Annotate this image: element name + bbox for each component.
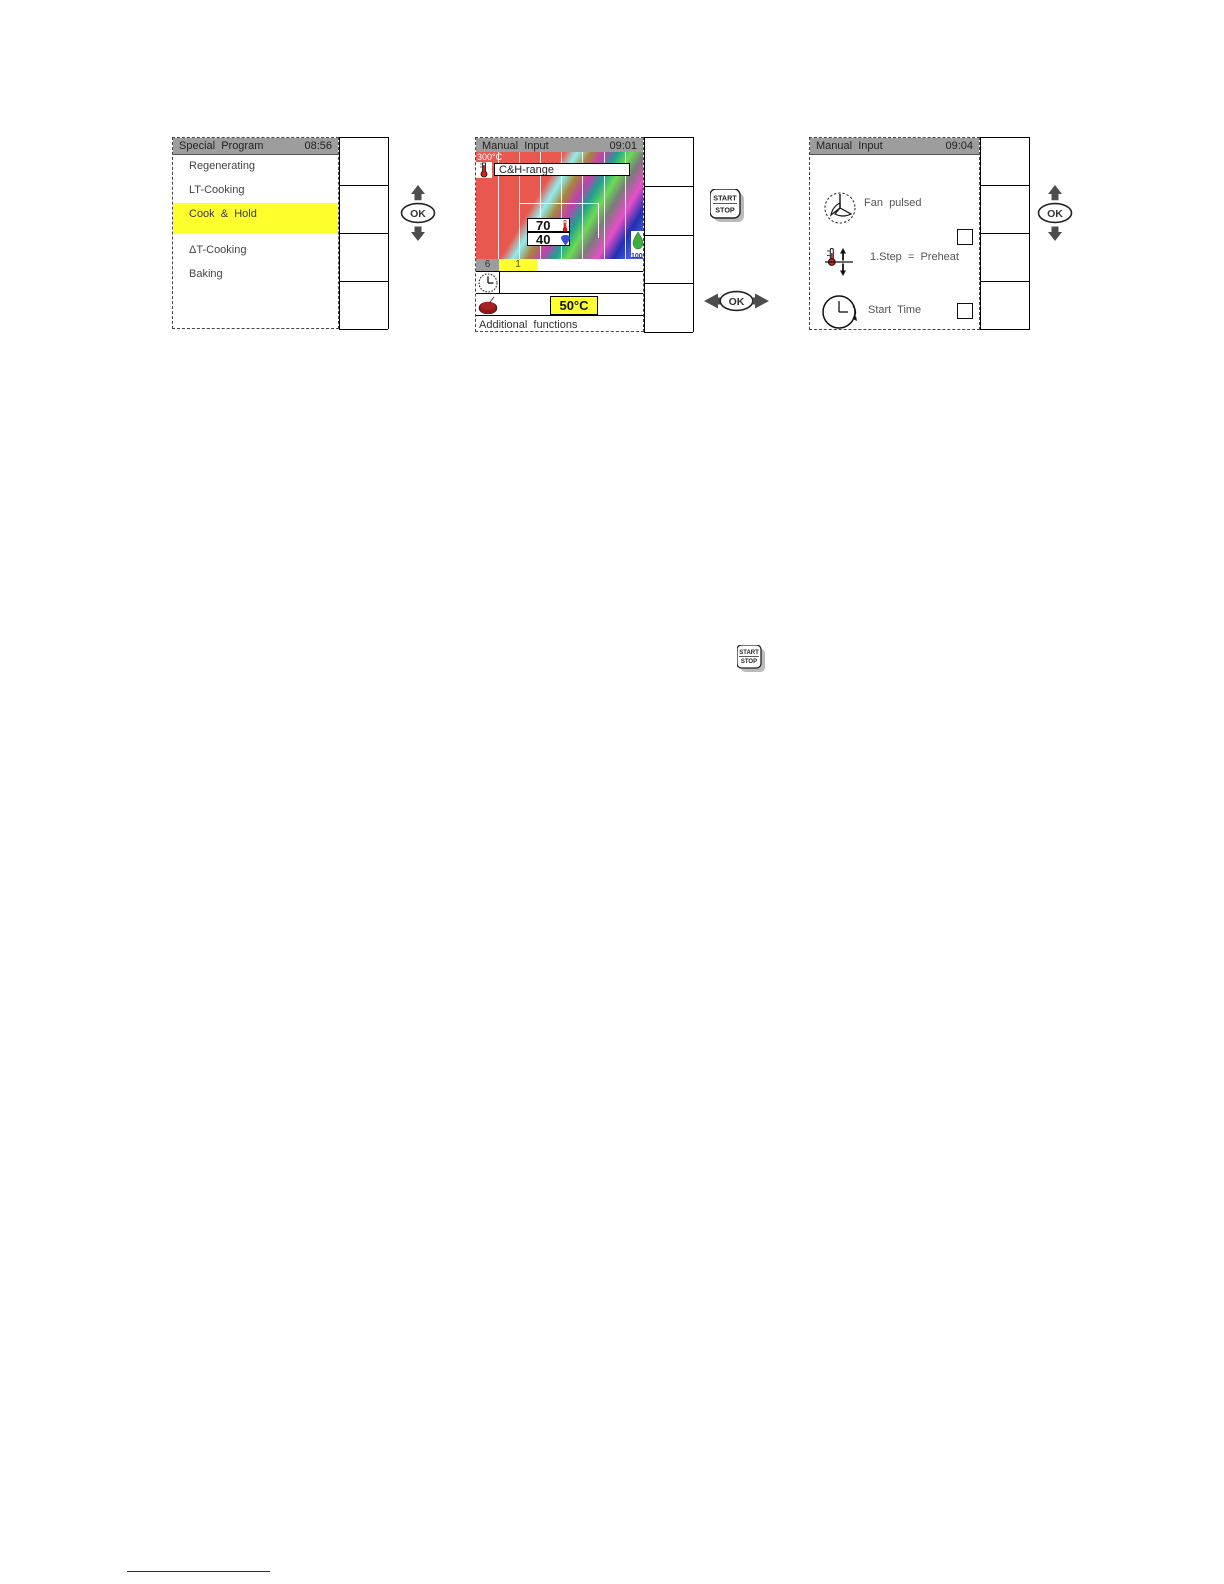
svg-text:OK: OK bbox=[410, 208, 426, 220]
svg-text:STOP: STOP bbox=[715, 205, 735, 214]
svg-text:STOP: STOP bbox=[741, 659, 757, 665]
svg-text:OK: OK bbox=[1047, 208, 1063, 220]
svg-text:START: START bbox=[739, 650, 759, 656]
svg-text:START: START bbox=[713, 193, 737, 202]
svg-text:OK: OK bbox=[729, 296, 745, 308]
